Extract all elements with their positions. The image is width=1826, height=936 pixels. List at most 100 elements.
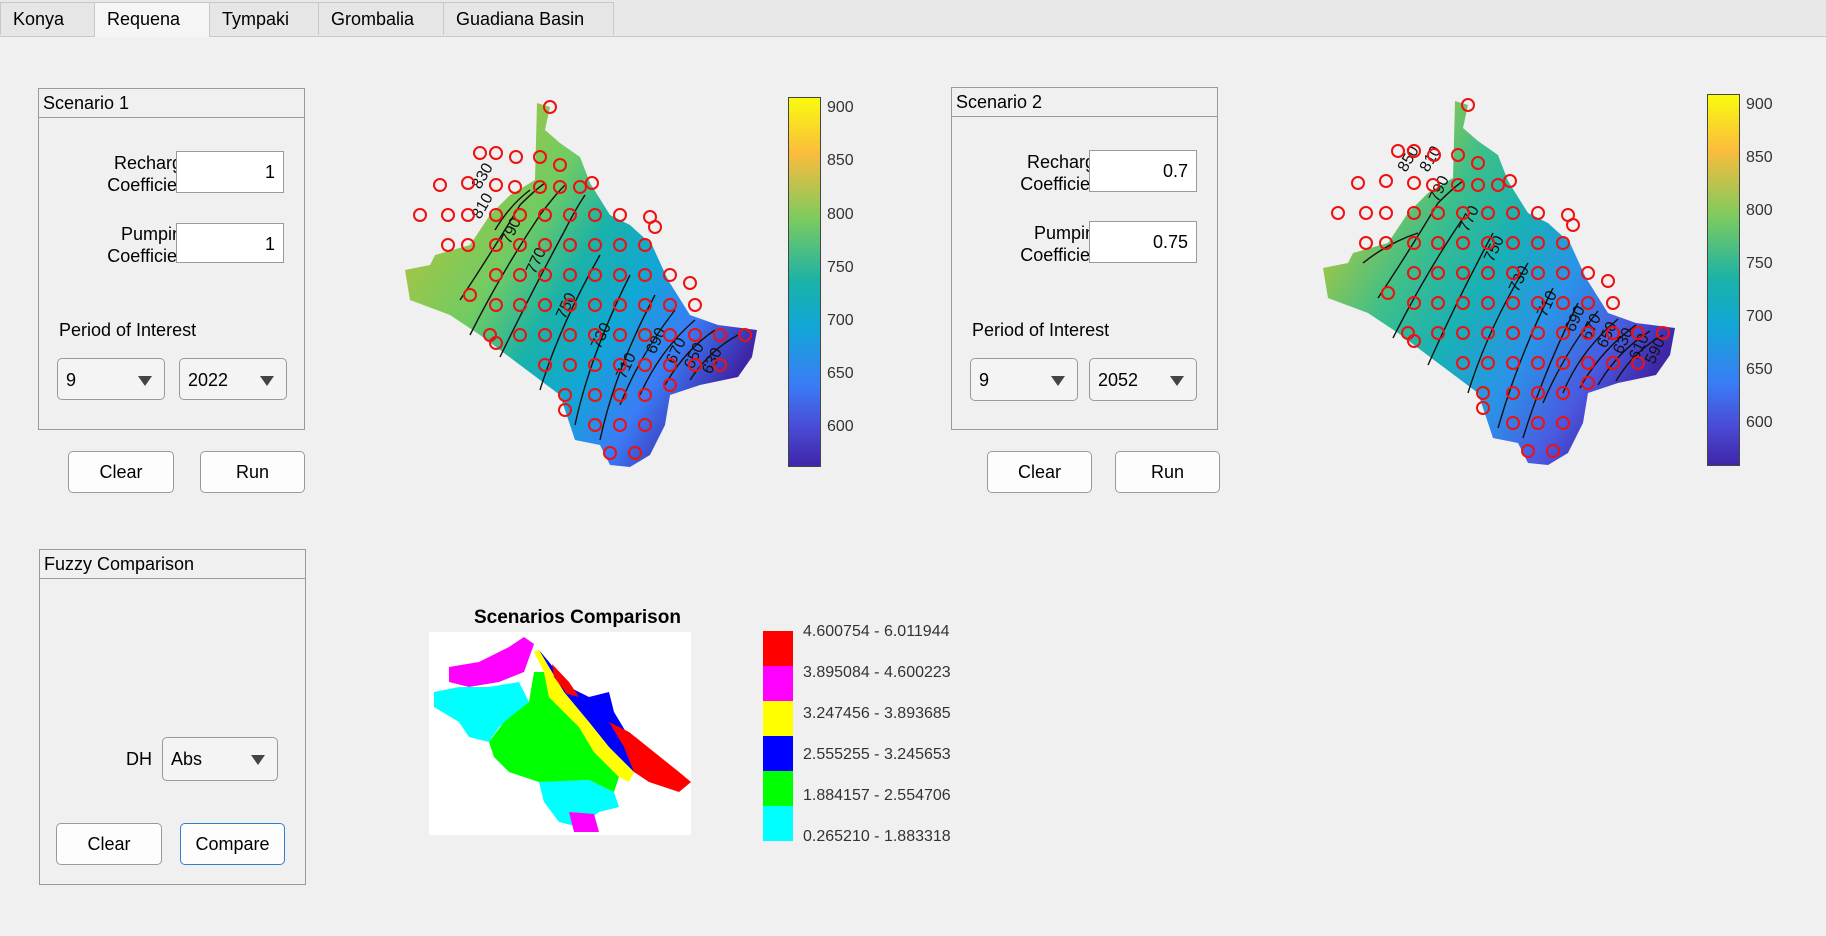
well-marker: [513, 298, 527, 312]
well-marker: [1451, 178, 1465, 192]
well-marker: [1556, 416, 1570, 430]
well-marker: [663, 298, 677, 312]
scenario1-run-button[interactable]: Run: [200, 451, 305, 493]
well-marker: [1581, 356, 1595, 370]
well-marker: [1491, 178, 1505, 192]
year-dropdown[interactable]: 2022: [179, 358, 287, 400]
well-marker: [1379, 174, 1393, 188]
well-marker: [1506, 356, 1520, 370]
well-marker: [1506, 266, 1520, 280]
well-marker: [1531, 206, 1545, 220]
well-marker: [638, 358, 652, 372]
legend-label: 4.600754 - 6.011944: [803, 623, 950, 640]
dh-dropdown[interactable]: Abs: [162, 737, 278, 781]
month-value: 9: [979, 370, 990, 390]
well-marker: [1481, 266, 1495, 280]
well-marker: [513, 238, 527, 252]
well-marker: [1521, 444, 1535, 458]
scenario2-panel: Scenario 2 Recharge Coefficient 0.7 Pump…: [951, 87, 1218, 430]
well-marker: [1606, 356, 1620, 370]
well-marker: [533, 180, 547, 194]
legend-swatch: [763, 666, 793, 701]
scenario2-map: 850 810 790 770 750 730 710 690 670 650 …: [1323, 98, 1675, 465]
year-dropdown[interactable]: 2052: [1089, 358, 1197, 401]
well-marker: [713, 328, 727, 342]
tab-grombalia[interactable]: Grombalia: [318, 2, 444, 35]
tab-guadiana-basin[interactable]: Guadiana Basin: [443, 2, 614, 35]
recharge-coefficient-input[interactable]: 0.7: [1089, 150, 1197, 192]
well-marker: [533, 150, 547, 164]
well-marker: [1407, 334, 1421, 348]
zone-red: [609, 722, 691, 792]
scenario1-panel: Scenario 1 Recharge Coefficient 1 Pumpin…: [38, 88, 305, 430]
legend-label: 3.895084 - 4.600223: [803, 664, 951, 681]
well-marker: [563, 208, 577, 222]
well-marker: [1456, 206, 1470, 220]
legend-label: 0.265210 - 1.883318: [803, 828, 951, 845]
pumping-coefficient-label: Pumping Coefficient: [107, 224, 192, 266]
recharge-coefficient-label: Recharge Coefficient: [107, 153, 192, 195]
well-marker: [513, 208, 527, 222]
scenario2-title: Scenario 2: [952, 88, 1217, 117]
well-marker: [433, 178, 447, 192]
well-marker: [1379, 206, 1393, 220]
legend-swatch: [763, 771, 793, 806]
zone-red-north: [552, 664, 579, 697]
well-marker: [1461, 98, 1475, 112]
well-marker: [1381, 286, 1395, 300]
well-marker: [588, 208, 602, 222]
compare-button[interactable]: Compare: [180, 823, 285, 865]
well-marker: [538, 208, 552, 222]
well-marker: [1379, 236, 1393, 250]
well-marker: [1556, 326, 1570, 340]
recharge-coefficient-input[interactable]: 1: [176, 151, 284, 193]
scenario2-clear-button[interactable]: Clear: [987, 451, 1092, 493]
well-marker: [489, 146, 503, 160]
well-marker: [613, 238, 627, 252]
month-dropdown[interactable]: 9: [57, 358, 165, 400]
well-marker: [1456, 296, 1470, 310]
scenario1-clear-button[interactable]: Clear: [68, 451, 174, 493]
well-marker: [1531, 416, 1545, 430]
well-marker: [558, 388, 572, 402]
well-marker: [461, 176, 475, 190]
zone-magenta-south: [569, 812, 599, 832]
colorbar-tick: 650: [1746, 361, 1773, 378]
well-marker: [638, 268, 652, 282]
well-marker: [1359, 236, 1373, 250]
well-marker: [638, 418, 652, 432]
well-marker: [613, 268, 627, 282]
fuzzy-clear-button[interactable]: Clear: [56, 823, 162, 865]
month-dropdown[interactable]: 9: [970, 358, 1078, 401]
chevron-down-icon: [138, 376, 152, 386]
well-marker: [1431, 266, 1445, 280]
well-marker: [1506, 236, 1520, 250]
tab-tympaki[interactable]: Tympaki: [209, 2, 319, 35]
well-marker: [573, 180, 587, 194]
colorbar-tick: 750: [1746, 255, 1773, 272]
well-marker: [1351, 176, 1365, 190]
scenario1-title: Scenario 1: [39, 89, 304, 118]
well-marker: [1556, 236, 1570, 250]
legend-label: 2.555255 - 3.245653: [803, 746, 951, 763]
well-marker: [688, 358, 702, 372]
well-marker: [1506, 206, 1520, 220]
tab-requena[interactable]: Requena: [94, 2, 210, 37]
well-marker: [1331, 206, 1345, 220]
chevron-down-icon: [1170, 376, 1184, 386]
well-marker: [638, 238, 652, 252]
well-marker: [1481, 326, 1495, 340]
pumping-coefficient-input[interactable]: 0.75: [1089, 221, 1197, 263]
well-marker: [588, 298, 602, 312]
zone-green: [489, 672, 619, 792]
well-marker: [538, 298, 552, 312]
scenario2-run-button[interactable]: Run: [1115, 451, 1220, 493]
zone-cyan-south: [539, 780, 619, 827]
tab-konya[interactable]: Konya: [0, 2, 95, 35]
well-marker: [538, 238, 552, 252]
well-marker: [1506, 326, 1520, 340]
colorbar-tick: 650: [827, 365, 854, 382]
well-marker: [1531, 386, 1545, 400]
well-marker: [441, 238, 455, 252]
pumping-coefficient-input[interactable]: 1: [176, 223, 284, 263]
